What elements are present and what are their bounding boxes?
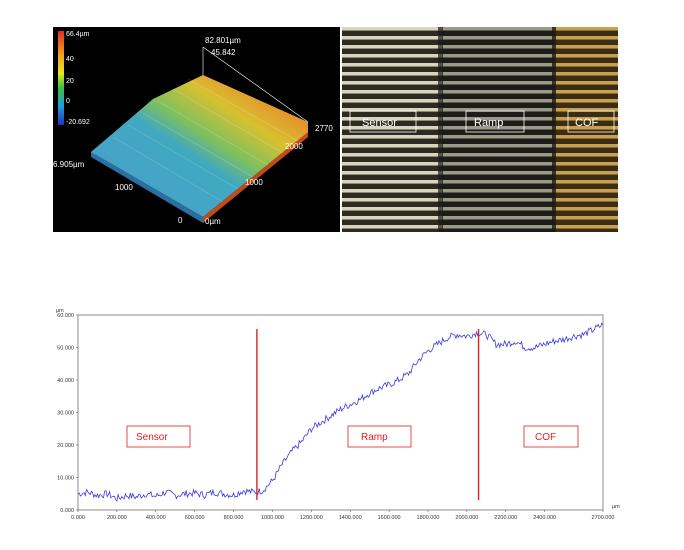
cof-region-box: [523, 425, 579, 448]
ramp-region-texture: [442, 27, 554, 232]
region-boundary: [552, 27, 556, 232]
x-tick-label: 200.000: [107, 515, 127, 521]
surface-3d-panel: 66.4µm 40 20 0 -20.692 82.801µm 45.842 2…: [53, 27, 340, 232]
profile-line: [77, 322, 604, 502]
colorbar-min-label: -20.692: [66, 119, 90, 126]
region-boundary: [438, 27, 443, 232]
surface-ridges: [112, 78, 299, 203]
x-tick-label: 2000.000: [455, 515, 478, 521]
x-axis: 0.000 200.000 400.000 600.000 800.000 1000.00…: [71, 510, 614, 521]
colorbar-tick-label: 20: [66, 78, 74, 85]
y-tick-label: 0.000: [60, 508, 74, 514]
plot-area: [77, 314, 604, 511]
sensor-label: Sensor: [362, 117, 397, 129]
x-unit-label: µm: [612, 504, 620, 510]
sensor-label-box: [349, 110, 417, 133]
x-tick-label: 1000.000: [261, 515, 284, 521]
sensor-region-box: [126, 425, 191, 448]
y-tick-label: 30.000: [57, 411, 74, 417]
sensor-region-texture: [342, 27, 442, 232]
y-tick-label: 0: [178, 216, 183, 225]
micrograph-panel: Sensor Ramp COF: [342, 27, 618, 232]
surface-3d-plot: 66.4µm 40 20 0 -20.692 82.801µm 45.842 2…: [53, 31, 333, 226]
y-tick-label: 50.000: [57, 346, 74, 352]
y-far-label: 6.905µm: [53, 160, 85, 169]
surface-mesh: [91, 75, 308, 217]
x-tick-label: 2200.000: [494, 515, 517, 521]
y-tick-label: 20.000: [57, 443, 74, 449]
ramp-region-label: Ramp: [361, 432, 388, 443]
colorbar-max-label: 66.4µm: [66, 31, 90, 38]
x-tick-label: 2000: [285, 142, 303, 151]
cof-label-box: [567, 110, 615, 133]
x-zero-label: 0µm: [205, 217, 221, 226]
ramp-label-box: [465, 110, 525, 133]
x-tick-label: 2700.000: [592, 515, 615, 521]
y-tick-label: 60.000: [57, 313, 74, 319]
y-tick-label: 1000: [115, 183, 133, 192]
x-tick-label: 1200.000: [300, 515, 323, 521]
z-sub-label: 45.842: [211, 48, 236, 57]
ramp-region-box: [347, 425, 412, 448]
colorbar-tick-label: 40: [66, 56, 74, 63]
y-tick-label: 40.000: [57, 378, 74, 384]
cof-region-texture: [554, 27, 618, 232]
y-unit-label: µm: [56, 308, 64, 314]
cof-region-label: COF: [535, 432, 556, 443]
x-tick-label: 1400.000: [339, 515, 362, 521]
x-tick-label: 1800.000: [417, 515, 440, 521]
x-tick-label: 1000: [245, 178, 263, 187]
x-tick-label: 800.000: [224, 515, 244, 521]
x-tick-label: 0.000: [71, 515, 85, 521]
x-tick-label: 1600.000: [378, 515, 401, 521]
ramp-label: Ramp: [474, 117, 503, 129]
y-tick-label: 10.000: [57, 476, 74, 482]
sensor-region-label: Sensor: [136, 432, 168, 443]
z-top-label: 82.801µm: [205, 36, 241, 45]
x-tick-label: 400.000: [146, 515, 166, 521]
y-axis: 0.000 10.000 20.000 30.000 40.000 50.000 60.00…: [57, 313, 78, 514]
height-profile-chart: µm µm 0.000 10.000 20.000 30.000 40.000 50.00…: [56, 308, 620, 521]
surface-right-edge: [203, 132, 308, 223]
x-tick-label: 600.000: [185, 515, 205, 521]
surface-front-edge: [91, 152, 203, 223]
cof-label: COF: [575, 117, 599, 129]
colorbar: [58, 31, 64, 125]
series-group: [77, 322, 604, 502]
x-tick-label: 2400.000: [533, 515, 556, 521]
colorbar-tick-label: 0: [66, 98, 70, 105]
x-far-label: 2770: [315, 124, 333, 133]
region-dividers: [256, 329, 480, 500]
micrograph-image: Sensor Ramp COF: [342, 27, 618, 232]
